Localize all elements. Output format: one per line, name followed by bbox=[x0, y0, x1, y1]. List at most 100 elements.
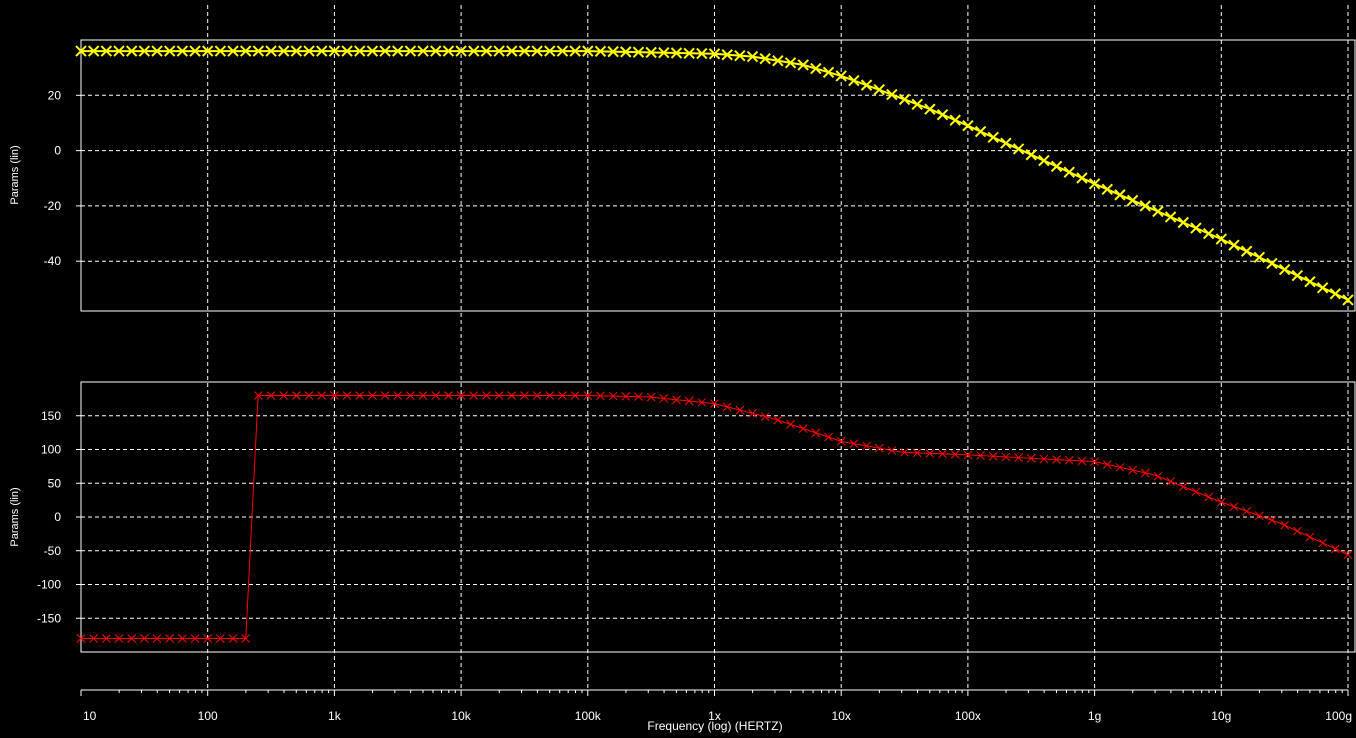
y-tick-label: 0 bbox=[54, 510, 61, 524]
data-point-marker bbox=[1330, 544, 1340, 554]
magnitude-y-ticks: 20 0 -20 -40 bbox=[44, 88, 81, 268]
vertical-grid bbox=[207, 5, 1349, 690]
data-point-marker bbox=[974, 125, 987, 138]
data-point-marker bbox=[1052, 455, 1061, 464]
x-axis: 10 100 1k 10k 100k 1x 10x 100x 1g 10g 100g bbox=[80, 689, 1352, 723]
data-point-marker bbox=[848, 74, 860, 87]
data-point-marker bbox=[1025, 149, 1037, 161]
data-point-marker bbox=[1215, 233, 1228, 245]
x-tick-label: 10x bbox=[832, 709, 851, 723]
data-point-marker bbox=[163, 45, 176, 57]
data-point-marker bbox=[658, 47, 670, 59]
data-point-marker bbox=[670, 47, 683, 59]
data-point-marker bbox=[835, 70, 847, 82]
y-tick-label: -40 bbox=[44, 254, 62, 268]
data-point-marker bbox=[645, 46, 657, 59]
data-point-marker bbox=[1216, 497, 1226, 507]
data-point-marker bbox=[659, 394, 669, 403]
data-point-marker bbox=[925, 448, 935, 458]
x-tick-label: 100x bbox=[955, 709, 981, 723]
data-point-marker bbox=[1254, 511, 1264, 521]
phase-grid bbox=[81, 415, 1355, 619]
data-point-marker bbox=[304, 391, 314, 400]
data-point-marker bbox=[1190, 222, 1202, 234]
data-point-marker bbox=[811, 428, 821, 438]
data-point-marker bbox=[1088, 178, 1101, 190]
data-point-marker bbox=[178, 634, 187, 643]
data-point-marker bbox=[1177, 216, 1189, 229]
data-point-marker bbox=[1128, 465, 1137, 475]
data-point-marker bbox=[1202, 227, 1215, 240]
data-point-marker bbox=[1140, 468, 1150, 478]
data-point-marker bbox=[949, 114, 961, 126]
data-point-marker bbox=[393, 391, 403, 400]
data-point-marker bbox=[114, 634, 124, 643]
y-tick-label: 50 bbox=[48, 476, 62, 490]
data-point-marker bbox=[139, 634, 149, 643]
data-point-marker bbox=[368, 391, 377, 400]
data-point-marker bbox=[938, 449, 947, 459]
data-point-marker bbox=[772, 55, 784, 67]
data-point-marker bbox=[1305, 532, 1315, 542]
data-point-marker bbox=[911, 98, 923, 111]
data-point-marker bbox=[1228, 239, 1240, 251]
data-point-marker bbox=[1329, 288, 1342, 300]
data-point-marker bbox=[748, 409, 757, 418]
data-point-marker bbox=[254, 391, 263, 400]
data-point-marker bbox=[1291, 269, 1304, 282]
y-tick-label: -20 bbox=[44, 199, 62, 213]
data-point-marker bbox=[355, 391, 365, 400]
data-point-marker bbox=[203, 634, 213, 643]
data-point-marker bbox=[987, 131, 999, 144]
data-point-marker bbox=[1014, 453, 1023, 462]
data-point-marker bbox=[721, 49, 733, 61]
data-point-marker bbox=[493, 45, 505, 57]
data-point-marker bbox=[621, 391, 631, 401]
data-point-marker bbox=[444, 391, 453, 400]
magnitude-frame bbox=[80, 39, 1356, 312]
data-point-marker bbox=[924, 103, 936, 115]
data-point-marker bbox=[1240, 245, 1253, 257]
data-point-marker bbox=[1090, 457, 1099, 467]
data-point-marker bbox=[569, 45, 581, 57]
data-point-marker bbox=[1204, 492, 1213, 502]
data-point-marker bbox=[292, 391, 301, 400]
data-point-marker bbox=[849, 439, 859, 449]
data-point-marker bbox=[125, 45, 138, 57]
data-point-marker bbox=[710, 399, 719, 408]
phase-y-axis-label: Params (lin) bbox=[9, 487, 21, 546]
data-point-marker bbox=[1253, 251, 1266, 264]
data-point-marker bbox=[860, 79, 873, 91]
data-point-marker bbox=[683, 47, 695, 59]
y-tick-label: -150 bbox=[37, 611, 61, 625]
data-point-marker bbox=[1342, 294, 1354, 306]
data-point-marker bbox=[227, 45, 239, 57]
data-point-marker bbox=[773, 415, 783, 425]
data-point-marker bbox=[1115, 462, 1125, 472]
data-point-marker bbox=[380, 391, 390, 400]
data-point-marker bbox=[545, 391, 555, 400]
data-point-marker bbox=[887, 446, 897, 455]
data-point-marker bbox=[127, 634, 137, 643]
data-point-marker bbox=[1191, 487, 1201, 497]
data-point-marker bbox=[708, 48, 721, 60]
data-point-marker bbox=[151, 45, 163, 57]
x-tick-label: 10k bbox=[451, 709, 471, 723]
data-point-marker bbox=[786, 420, 795, 429]
data-point-marker bbox=[279, 391, 289, 400]
data-point-marker bbox=[89, 634, 99, 643]
data-point-marker bbox=[608, 391, 618, 401]
data-point-marker bbox=[1001, 452, 1011, 462]
data-point-marker bbox=[531, 45, 543, 57]
data-point-marker bbox=[1153, 471, 1163, 481]
data-point-marker bbox=[75, 45, 87, 57]
data-point-marker bbox=[532, 391, 542, 400]
data-point-marker bbox=[252, 45, 265, 57]
data-point-marker bbox=[810, 62, 822, 75]
y-tick-label: 150 bbox=[41, 409, 61, 423]
x-tick-label: 10 bbox=[83, 709, 97, 723]
data-point-marker bbox=[392, 45, 404, 57]
data-point-marker bbox=[544, 45, 556, 57]
data-point-marker bbox=[201, 45, 214, 57]
data-point-marker bbox=[1139, 200, 1151, 212]
